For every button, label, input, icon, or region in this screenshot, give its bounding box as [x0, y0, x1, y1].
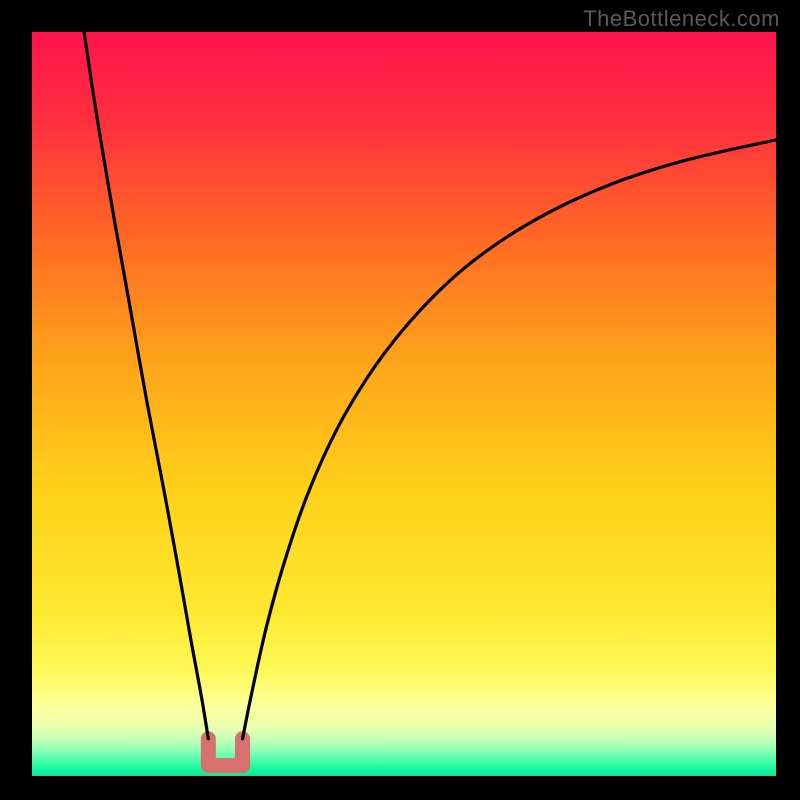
curve-left-branch	[84, 32, 208, 739]
curve-right-branch	[243, 140, 776, 739]
curve-layer	[32, 32, 776, 776]
bottleneck-marker	[208, 739, 242, 766]
watermark-text: TheBottleneck.com	[583, 6, 780, 32]
plot-area	[32, 32, 776, 776]
